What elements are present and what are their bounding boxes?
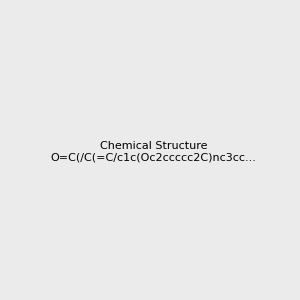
Text: Chemical Structure
O=C(/C(=C/c1c(Oc2ccccc2C)nc3cc...: Chemical Structure O=C(/C(=C/c1c(Oc2cccc… xyxy=(51,141,257,162)
